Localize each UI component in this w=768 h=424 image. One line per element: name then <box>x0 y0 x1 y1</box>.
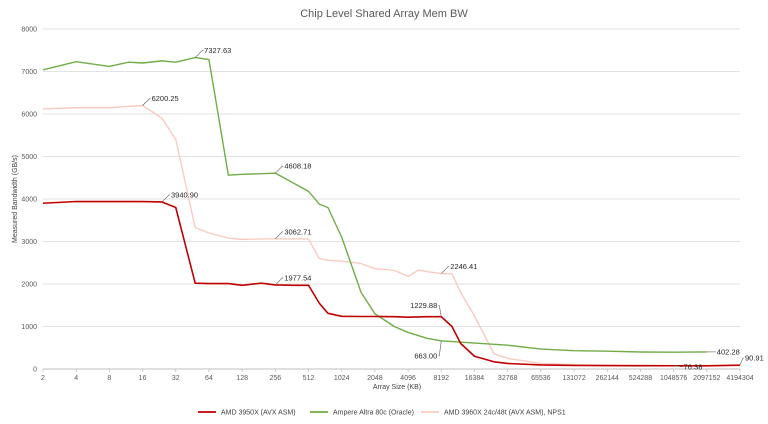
x-tick-label: 4194304 <box>726 375 753 382</box>
series-line-2 <box>42 104 707 367</box>
x-tick-label: 16 <box>139 375 147 382</box>
data-label-leader <box>739 357 744 366</box>
x-tick-label: 2 <box>41 375 45 382</box>
legend: AMD 3950X (AVX ASM) Ampere Altra 80c (Ora… <box>198 410 566 417</box>
x-tick-label: 8 <box>107 375 111 382</box>
x-tick-label: 262144 <box>596 375 619 382</box>
x-tick-label: 16384 <box>465 375 485 382</box>
x-tick-label: 131072 <box>562 375 585 382</box>
legend-label: AMD 3960X 24c/48t (AVX ASM), NPS1 <box>444 410 566 417</box>
legend-label: Ampere Altra 80c (Oracle) <box>333 410 414 417</box>
axes: 0 1000 2000 3000 4000 5000 6000 7000 8000 2 4 8 16 32… <box>21 27 753 383</box>
y-tick-label: 3000 <box>21 239 37 246</box>
data-label: 1977.54 <box>284 273 311 282</box>
data-label: 4608.18 <box>284 162 311 171</box>
data-label-leader <box>441 266 450 274</box>
y-tick-label: 0 <box>33 367 37 374</box>
chart-title: Chip Level Shared Array Mem BW <box>300 8 468 20</box>
data-label: 402.28 <box>717 347 740 356</box>
x-tick-label: 512 <box>303 375 315 382</box>
data-label: 3940.90 <box>171 190 198 199</box>
y-tick-label: 8000 <box>21 27 37 34</box>
data-label-leader <box>438 340 442 357</box>
y-tick-label: 1000 <box>21 324 37 331</box>
x-tick-label: 32 <box>172 375 180 382</box>
legend-label: AMD 3950X (AVX ASM) <box>221 410 296 417</box>
data-label: 76.38 <box>684 362 703 371</box>
y-tick-label: 2000 <box>21 282 37 289</box>
data-label: 6200.25 <box>152 94 179 103</box>
y-tick-label: 4000 <box>21 197 37 204</box>
gridlines <box>43 28 740 327</box>
x-tick-label: 1048576 <box>660 375 687 382</box>
x-tick-label: 524288 <box>629 375 652 382</box>
data-label-leader <box>275 231 284 240</box>
data-labels: 3940.90 7327.63 6200.25 4608.18 3062.71 1977.… <box>142 46 764 371</box>
x-tick-label: 1024 <box>334 375 350 382</box>
data-label-leader <box>438 305 442 317</box>
data-label: 7327.63 <box>204 46 231 55</box>
series-lines <box>42 56 741 367</box>
x-tick-label: 4 <box>74 375 78 382</box>
x-tick-label: 4096 <box>400 375 416 382</box>
y-axis-title: Measured Bandwidth (GB/s) <box>12 155 19 243</box>
y-tick-label: 6000 <box>21 112 37 119</box>
x-tick-label: 128 <box>236 375 248 382</box>
x-axis-title: Array Size (KB) <box>373 384 421 391</box>
data-label-leader <box>161 194 170 203</box>
x-tick-label: 64 <box>205 375 213 382</box>
data-label: 663.00 <box>414 351 437 360</box>
data-label-leader <box>275 165 284 174</box>
y-tick-label: 7000 <box>21 69 37 76</box>
x-tick-label: 8192 <box>433 375 449 382</box>
data-label-leader <box>275 277 284 286</box>
data-label: 3062.71 <box>284 227 311 236</box>
x-tick-label: 2097152 <box>693 375 720 382</box>
data-label-leader <box>142 98 151 106</box>
data-label: 2246.41 <box>450 262 477 271</box>
series-line-0 <box>42 200 741 367</box>
series-line-1 <box>42 56 707 353</box>
y-tick-label: 5000 <box>21 154 37 161</box>
data-label: 1229.88 <box>410 301 437 310</box>
x-tick-label: 32768 <box>498 375 518 382</box>
x-tick-label: 2048 <box>367 375 383 382</box>
data-label-leader <box>673 365 683 368</box>
data-label: 90.91 <box>745 354 764 363</box>
data-label-leader <box>194 50 204 58</box>
x-tick-label: 65536 <box>531 375 551 382</box>
x-tick-label: 256 <box>269 375 281 382</box>
